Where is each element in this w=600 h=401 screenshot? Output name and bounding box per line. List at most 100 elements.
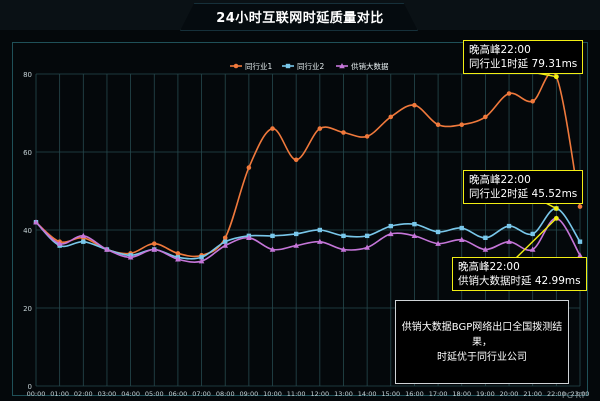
series-1-point (151, 241, 157, 246)
series-1-point (293, 157, 299, 163)
series-1-point (341, 130, 346, 135)
series-3-point (458, 236, 465, 242)
series-1-point (530, 99, 535, 104)
legend: 同行业1 同行业2 供销大数据 (230, 61, 389, 71)
series-1-point (175, 251, 181, 256)
series-3-point (435, 240, 441, 246)
callout-peak-series3: 晚高峰22:00 供销大数据时延 42.99ms (452, 257, 587, 291)
series-1-point (317, 126, 323, 131)
series-3-point (80, 232, 87, 239)
callout-arrow-head-3 (553, 215, 559, 221)
callout-arrow-head-1 (553, 74, 559, 80)
note-line2: 时延优于同行业公司 (437, 351, 527, 363)
series-3-point (529, 246, 536, 252)
series-2-point (577, 239, 583, 244)
x-tick-label: 05:00 (145, 390, 164, 398)
series-3-point (151, 246, 158, 252)
x-tick-label: 19:00 (476, 390, 495, 398)
series-1-line (35, 71, 581, 258)
note-line1: 供销大数据BGP网络出口全国拨测结果， (401, 321, 563, 348)
x-tick-label: 09:00 (240, 390, 259, 398)
callout-series3-line2: 供销大数据时延 42.99ms (458, 275, 581, 287)
x-tick-label: 18:00 (452, 390, 471, 398)
callout-peak-series2: 晚高峰22:00 同行业2时延 45.52ms (463, 170, 584, 204)
y-tick-label: 60 (23, 149, 32, 157)
chart-title: 24小时互联网时延质量对比 (216, 11, 384, 26)
series-1-point (388, 114, 394, 120)
series-1-point (222, 235, 228, 241)
chart-frame (12, 42, 588, 396)
series-2-point (435, 229, 441, 235)
series-2-point (388, 223, 393, 229)
legend-swatch-marker (233, 63, 239, 69)
series-2-point (317, 227, 323, 233)
x-tick-label: 07:00 (192, 390, 211, 398)
series-1-point (364, 134, 370, 139)
series-2-point (293, 231, 299, 237)
series-3-point (33, 219, 39, 225)
series-2-point (364, 233, 370, 239)
x-tick-label: 03:00 (98, 390, 117, 398)
series-3-point (293, 242, 299, 248)
title-tab (180, 3, 418, 31)
legend-swatch-marker (285, 63, 291, 69)
series-3-point (577, 252, 583, 258)
series-1-point (577, 204, 583, 209)
callout-series2-line1: 晚高峰22:00 (469, 174, 531, 186)
legend-swatch-marker (339, 63, 345, 69)
callout-arrow-head-2 (553, 206, 559, 211)
series-2-point (270, 233, 275, 239)
corner-watermark-text: PG RT (562, 391, 586, 400)
series-3-point (175, 256, 181, 262)
x-tick-label: 01:00 (50, 390, 69, 398)
x-tick-label: 08:00 (216, 390, 235, 398)
series-1-point (246, 165, 252, 170)
callout-series3-line1: 晚高峰22:00 (458, 261, 520, 273)
series-1-point (459, 122, 465, 127)
callout-peak-series1: 晚高峰22:00 同行业1时延 79.31ms (463, 40, 584, 74)
series-3-point (222, 242, 229, 248)
series-1-point (435, 122, 441, 127)
x-tick-label: 13:00 (334, 390, 353, 398)
series-3-point (246, 234, 252, 240)
series-3-point (387, 230, 394, 237)
y-tick-label: 20 (23, 305, 32, 313)
callout-series1-line2: 同行业1时延 79.31ms (469, 58, 578, 70)
x-tick-label: 16:00 (405, 390, 424, 398)
series-3-point (56, 240, 63, 246)
x-tick-label: 02:00 (74, 390, 93, 398)
x-tick-label: 15:00 (381, 390, 400, 398)
conclusion-note: 供销大数据BGP网络出口全国拨测结果， 时延优于同行业公司 (395, 300, 569, 384)
series-3-point (482, 246, 489, 252)
x-tick-label: 12:00 (310, 390, 329, 398)
series-1-point (506, 91, 512, 96)
series-1-point (412, 102, 417, 108)
x-tick-label: 06:00 (169, 390, 188, 398)
series-2-point (81, 239, 86, 244)
callout-series1-line1: 晚高峰22:00 (469, 44, 531, 56)
x-tick-label: 14:00 (358, 390, 377, 398)
series-3-point (340, 246, 347, 252)
series-2-point (199, 255, 204, 260)
series-2-point (223, 239, 228, 244)
y-tick-label: 40 (23, 227, 32, 235)
x-tick-label: 22:00 (547, 390, 566, 398)
x-tick-label: 10:00 (263, 390, 282, 398)
series-2 (33, 206, 583, 260)
series-1-point (270, 126, 275, 131)
legend-label: 同行业2 (297, 61, 324, 71)
x-tick-label: 17:00 (429, 390, 448, 398)
legend-label: 同行业1 (245, 61, 272, 71)
series-3-point (127, 254, 134, 260)
x-tick-label: 00:00 (27, 390, 46, 398)
series-3-point (269, 246, 276, 252)
series-2-line (35, 207, 581, 260)
series-2-point (530, 231, 535, 237)
series-3-line (35, 217, 581, 263)
series-3-point (317, 238, 323, 244)
series-3-point (364, 244, 370, 250)
series-3-point (198, 258, 205, 264)
series-3-point (506, 238, 512, 244)
series-2-point (341, 233, 346, 239)
